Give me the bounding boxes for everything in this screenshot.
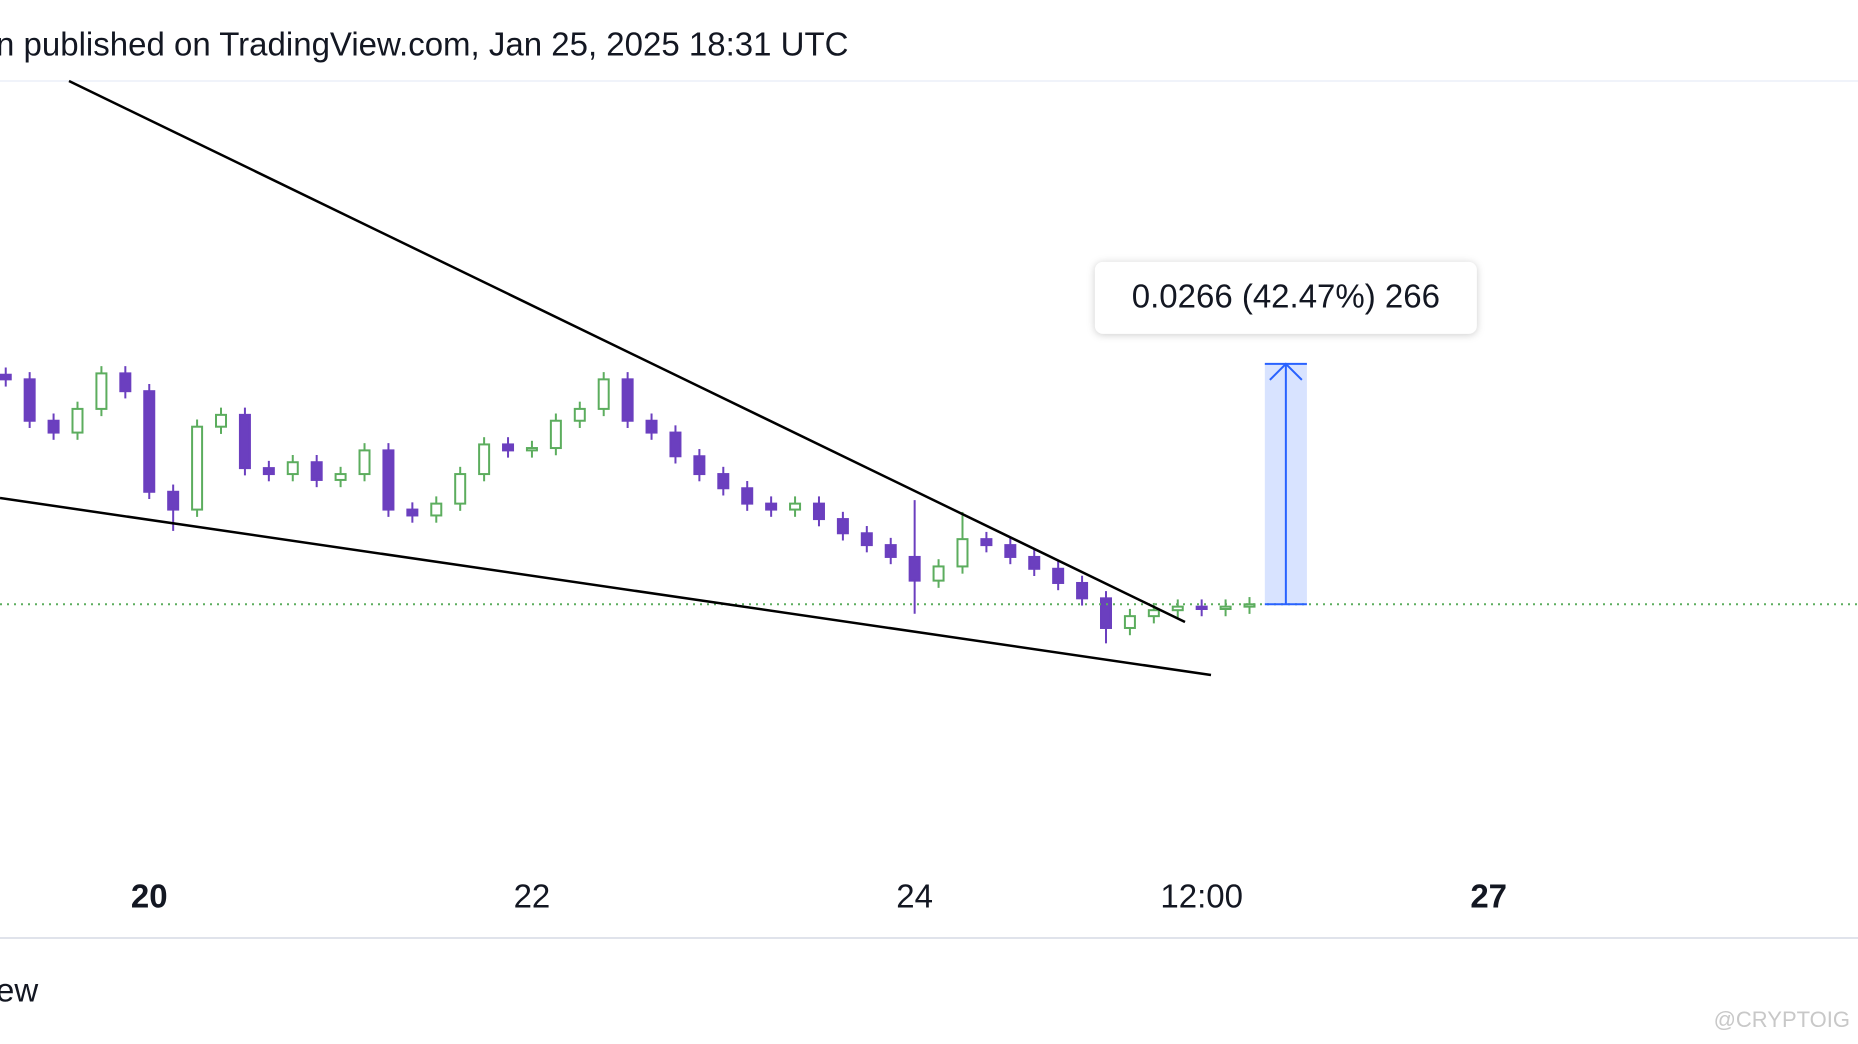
candle-body [143,390,156,493]
candle-body [167,490,180,511]
candle-body [932,565,945,582]
candle-body [645,419,658,434]
candle-body [119,372,132,393]
measure-label-box [1094,261,1477,334]
candle-body [334,473,347,481]
candle-body [238,413,251,470]
candle-body [908,555,921,582]
candle-body [286,461,299,476]
candle-body [741,487,754,505]
candle-body [47,419,60,434]
candle-body [573,407,586,422]
candle-body [1147,609,1160,618]
candle-body [717,473,730,490]
candle-body [597,378,610,410]
candle-body [262,467,275,476]
candle-body [71,407,84,434]
candle-body [1076,581,1089,600]
candle-body [525,447,538,452]
candle-body [1195,605,1208,611]
candle-body [1099,597,1112,629]
lower-trendline [0,496,1212,677]
candle-body [860,532,873,547]
candle-body [310,461,323,481]
candle-body [621,378,634,422]
candle-body [1123,615,1136,629]
candle-body [382,449,395,511]
header-text: n published on TradingView.com, Jan 25, … [0,26,848,63]
candle-body [980,538,993,547]
candle-body [1052,567,1065,584]
candle-body [884,544,897,558]
candle-body [0,373,12,381]
footer-text: ew [0,972,38,1009]
candle-body [1219,605,1232,611]
measure-arrowhead [1269,362,1303,381]
candle-body [789,502,802,511]
candle-body [836,518,849,535]
candle-body [812,502,825,521]
x-tick-label: 24 [896,878,933,915]
candle-body [478,443,491,476]
candle-body [95,372,108,410]
x-tick-label: 12:00 [1160,878,1243,915]
candle-body [454,473,467,505]
x-tick-label: 20 [131,878,168,915]
candle-body [406,508,419,517]
x-tick-label: 27 [1470,878,1507,915]
candle-body [956,538,969,568]
candle-body [215,413,228,428]
upper-trendline [68,79,1186,624]
measure-label: 0.0266 (42.47%) 266 [1132,278,1440,315]
candle-body [765,502,778,511]
candle-body [1004,544,1017,558]
candle-body [430,502,443,517]
candle-body [191,425,204,511]
plot-area [0,362,1858,644]
candle-body [1028,555,1041,570]
candle-body [23,378,36,422]
candle-body [693,455,706,476]
candle-body [1243,603,1256,608]
candle-body [502,443,515,452]
candle-body [358,449,371,476]
watermark: @CRYPTOIG [1714,1007,1850,1032]
candle-body [1171,605,1184,612]
x-tick-label: 22 [514,878,551,915]
candle-body [549,419,562,450]
candle-body [669,431,682,458]
